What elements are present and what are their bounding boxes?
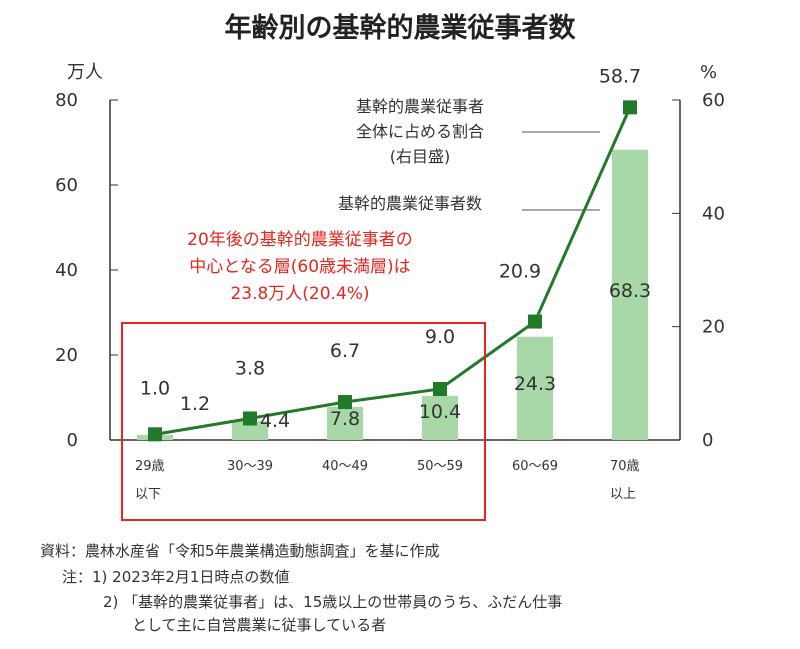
line-value-label: 58.7 xyxy=(599,65,641,87)
line-marker xyxy=(243,411,257,426)
category-label: 30～39 xyxy=(227,459,273,474)
line-legend-text: (右目盛) xyxy=(390,147,451,166)
line-value-label: 6.7 xyxy=(330,340,360,362)
line-legend-text: 全体に占める割合 xyxy=(356,122,484,141)
bar-value-label: 1.2 xyxy=(180,393,210,415)
right-tick-label: 20 xyxy=(702,317,725,338)
right-tick-label: 40 xyxy=(702,203,725,224)
chart-title: 年齢別の基幹的農業従事者数 xyxy=(224,13,576,44)
series-line xyxy=(154,106,632,436)
line-value-label: 3.8 xyxy=(235,357,265,379)
bar-legend-text: 基幹的農業従事者数 xyxy=(338,194,482,213)
left-tick-label: 0 xyxy=(67,430,78,451)
left-tick-label: 80 xyxy=(55,90,78,111)
line-marker xyxy=(528,314,542,329)
bar xyxy=(517,336,553,440)
note-1: 注：1) 2023年2月1日時点の数値 xyxy=(62,568,290,586)
bar xyxy=(422,395,458,440)
category-label: 29歳 xyxy=(135,459,165,474)
left-tick-label: 40 xyxy=(55,260,78,281)
bar-value-label: 10.4 xyxy=(419,401,461,423)
category-label: 以下 xyxy=(135,487,161,502)
category-label: 60～69 xyxy=(512,459,558,474)
highlight-text: 中心となる層(60歳未満層)は xyxy=(189,257,410,277)
highlight-text: 23.8万人(20.4%) xyxy=(230,284,369,304)
line-value-label: 1.0 xyxy=(140,377,170,399)
category-label: 以上 xyxy=(610,487,636,502)
bar-value-label: 68.3 xyxy=(609,280,651,302)
note-2a: 2) 「基幹的農業従事者」は、15歳以上の世帯員のうち、ふだん仕事 xyxy=(103,593,563,611)
highlight-box xyxy=(121,322,486,521)
bar-value-label: 24.3 xyxy=(514,373,556,395)
line-marker xyxy=(623,100,637,115)
category-label: 70歳 xyxy=(610,459,640,474)
line-marker xyxy=(433,382,447,396)
category-label: 40～49 xyxy=(322,459,368,474)
source-note: 資料：農林水産省「令和5年農業構造動態調査」を基に作成 xyxy=(40,542,440,560)
bar xyxy=(232,421,268,440)
bar xyxy=(327,406,363,440)
bar-value-label: 7.8 xyxy=(330,408,360,430)
line-marker xyxy=(148,427,162,442)
line-marker xyxy=(338,395,352,410)
right-tick-label: 0 xyxy=(702,430,713,451)
note-2b: として主に自営農業に従事している者 xyxy=(132,616,387,634)
line-legend-text: 基幹的農業従事者 xyxy=(356,97,484,116)
category-label: 50～59 xyxy=(417,459,463,474)
left-tick-label: 60 xyxy=(55,175,78,196)
left-tick-label: 20 xyxy=(55,345,78,366)
right-axis-unit: % xyxy=(700,62,717,83)
highlight-text: 20年後の基幹的農業従事者の xyxy=(187,229,413,250)
bar xyxy=(612,149,648,440)
bar-value-label: 4.4 xyxy=(260,410,290,432)
right-tick-label: 60 xyxy=(702,90,725,111)
line-value-label: 9.0 xyxy=(425,326,455,348)
line-value-label: 20.9 xyxy=(499,261,541,283)
left-axis-unit: 万人 xyxy=(67,62,103,83)
